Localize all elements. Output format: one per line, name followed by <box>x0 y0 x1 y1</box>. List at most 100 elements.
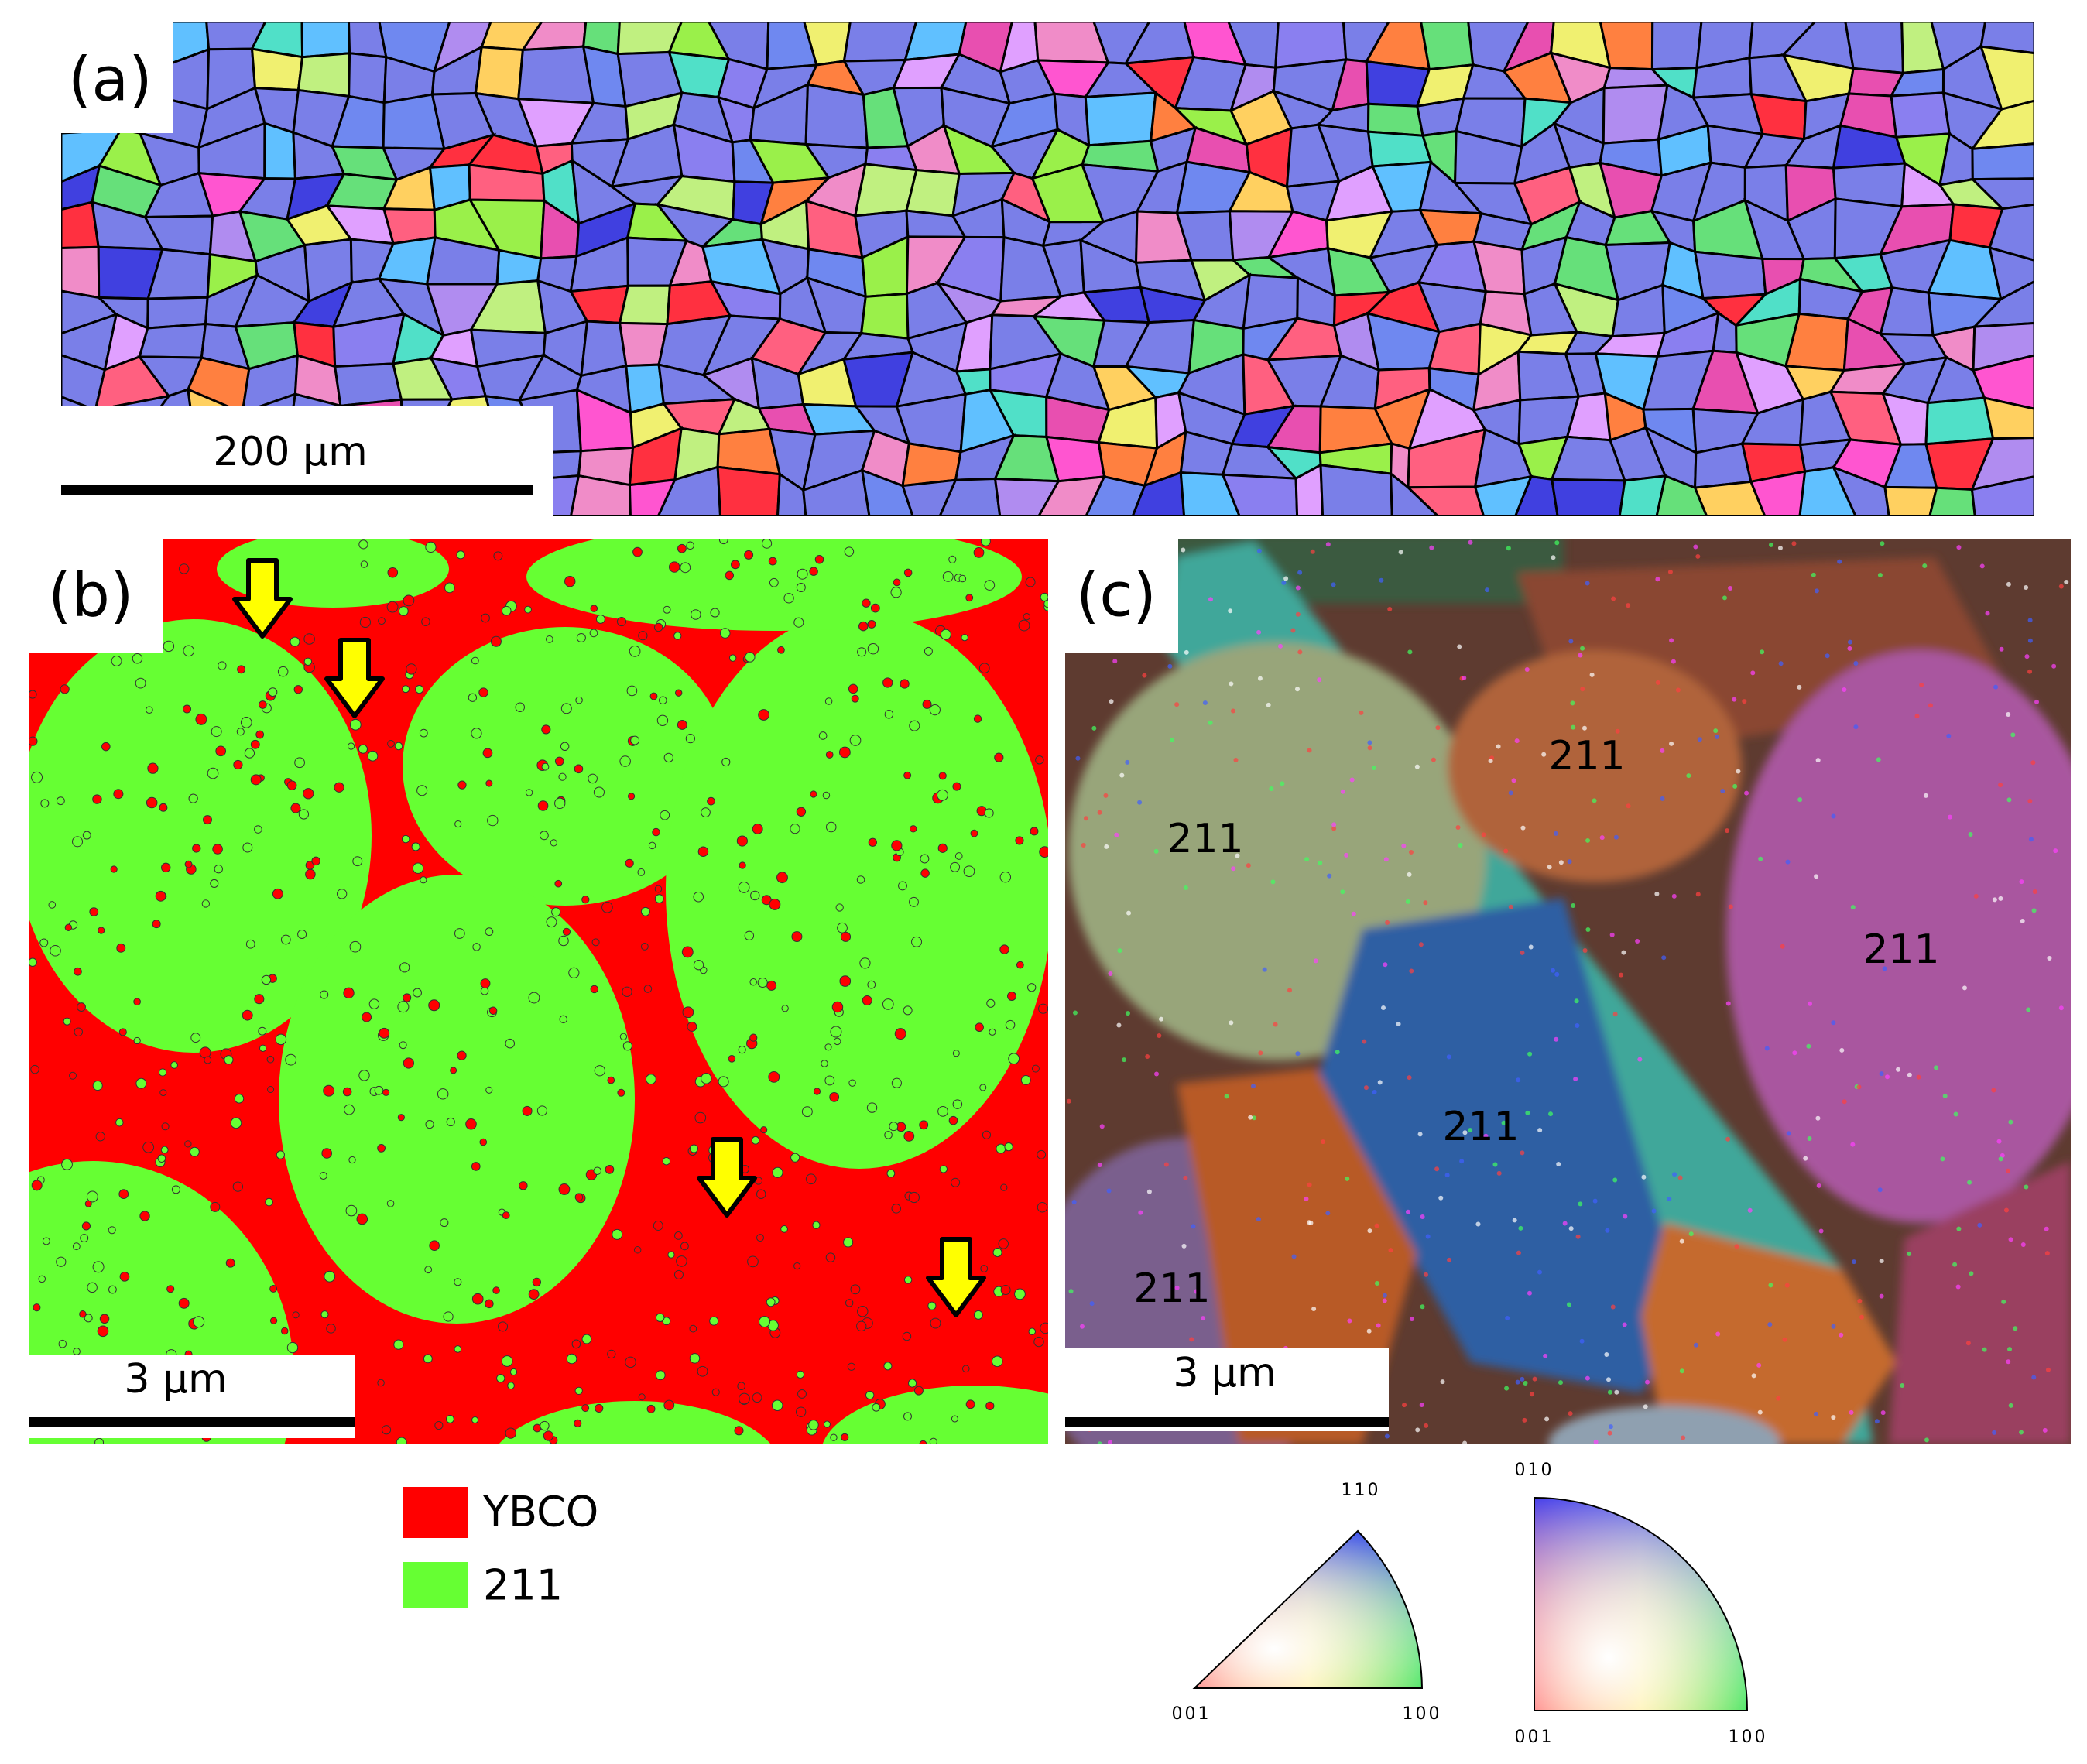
noise-dot <box>1425 1234 1431 1239</box>
phase-dot <box>643 985 653 993</box>
noise-dot <box>2032 889 2037 894</box>
phase-dot <box>195 713 207 725</box>
phase-dot <box>265 1197 273 1207</box>
phase-dot <box>632 546 643 557</box>
noise-dot <box>1544 1416 1550 1422</box>
phase-dot <box>212 844 223 855</box>
grain <box>1655 474 1708 516</box>
phase-dot <box>929 1437 937 1444</box>
phase-dot <box>429 1240 440 1252</box>
arrow <box>697 1137 757 1218</box>
noise-dot <box>1880 541 1885 546</box>
noise-dot <box>1575 1023 1580 1029</box>
noise-dot <box>1374 1223 1379 1228</box>
noise-dot <box>1295 1051 1301 1057</box>
grain <box>859 292 910 340</box>
label-box <box>1065 539 1178 653</box>
phase-dot <box>805 1173 817 1185</box>
noise-dot <box>1992 1430 1997 1435</box>
grain <box>1131 471 1186 516</box>
noise-dot <box>1568 639 1574 644</box>
phase-dot <box>867 980 876 989</box>
phase-dot <box>1039 846 1048 858</box>
phase-dot <box>725 570 735 581</box>
noise-dot <box>1614 1389 1619 1395</box>
noise-dot <box>1229 681 1234 687</box>
phase-dot <box>575 696 583 704</box>
phase-dot <box>814 554 824 564</box>
noise-dot <box>1116 1022 1122 1028</box>
noise-dot <box>1340 889 1345 895</box>
grain <box>1693 480 1767 516</box>
phase-dot <box>276 1150 285 1159</box>
key-outline <box>1534 1496 1749 1711</box>
noise-dot <box>1688 1231 1694 1237</box>
noise-dot <box>1999 646 2004 652</box>
phase-dot <box>900 679 910 689</box>
phase-dot <box>95 1132 105 1142</box>
phase-dot <box>480 987 489 995</box>
phase-dot <box>872 1403 881 1412</box>
noise-dot <box>1382 1293 1387 1298</box>
phase-dot <box>607 1076 615 1084</box>
noise-dot <box>1310 549 1315 554</box>
phase-dot <box>92 1261 105 1273</box>
noise-dot <box>1671 893 1677 899</box>
phase-dot <box>833 1037 841 1046</box>
phase-dot <box>808 1420 819 1430</box>
noise-dot <box>1924 1437 1929 1443</box>
noise-dot <box>1916 1074 1921 1080</box>
phase-dot <box>769 577 779 587</box>
noise-dot <box>1807 1001 1812 1006</box>
noise-dot <box>1732 697 1737 702</box>
phase-dot <box>272 888 283 899</box>
grain <box>656 465 722 516</box>
phase-dot <box>961 1365 970 1373</box>
phase-dot <box>824 1075 835 1086</box>
phase-dot <box>290 636 300 647</box>
noise-dot <box>1122 1057 1127 1063</box>
phase-dot <box>31 1180 43 1191</box>
phase-dot <box>399 1041 407 1050</box>
phase-dot <box>323 1084 335 1097</box>
grain <box>993 477 1061 516</box>
noise-dot <box>1776 1396 1781 1401</box>
noise-dot <box>1791 541 1797 546</box>
phase-dot <box>468 693 478 702</box>
phase-dot <box>830 1433 838 1441</box>
phase-dot <box>718 1076 729 1088</box>
phase-dot <box>146 796 158 809</box>
noise-dot <box>1856 1084 1862 1090</box>
phase-dot <box>501 1355 513 1367</box>
phase-dot <box>493 551 503 561</box>
phase-dot <box>920 854 930 864</box>
noise-dot <box>1816 1183 1821 1188</box>
phase-dot <box>1038 1003 1048 1014</box>
phase-dot <box>884 1131 893 1139</box>
noise-dot <box>1681 1435 1686 1440</box>
panel-label: (b) <box>48 560 133 630</box>
phase-dot <box>919 1120 929 1130</box>
noise-dot <box>1321 1139 1326 1145</box>
phase-dot <box>377 1143 386 1153</box>
phase-dot <box>457 780 467 790</box>
phase-dot <box>419 728 428 738</box>
phase-dot <box>478 687 488 697</box>
noise-dot <box>1992 897 1997 903</box>
phase-dot <box>522 1105 533 1116</box>
phase-dot <box>63 1017 71 1026</box>
noise-dot <box>1768 1283 1773 1288</box>
noise-dot <box>1270 879 1276 885</box>
grain <box>1602 84 1669 145</box>
noise-dot <box>1568 1226 1574 1231</box>
phase-dot <box>986 998 996 1008</box>
phase-dot <box>625 1356 636 1368</box>
noise-dot <box>1742 699 1747 704</box>
phase-dot <box>159 1068 167 1077</box>
phase-dot <box>913 1386 924 1396</box>
noise-dot <box>1407 1075 1412 1081</box>
phase-dot <box>258 700 267 709</box>
phase-dot <box>183 645 195 657</box>
phase-dot <box>89 907 99 916</box>
phase-dot <box>446 1117 455 1127</box>
